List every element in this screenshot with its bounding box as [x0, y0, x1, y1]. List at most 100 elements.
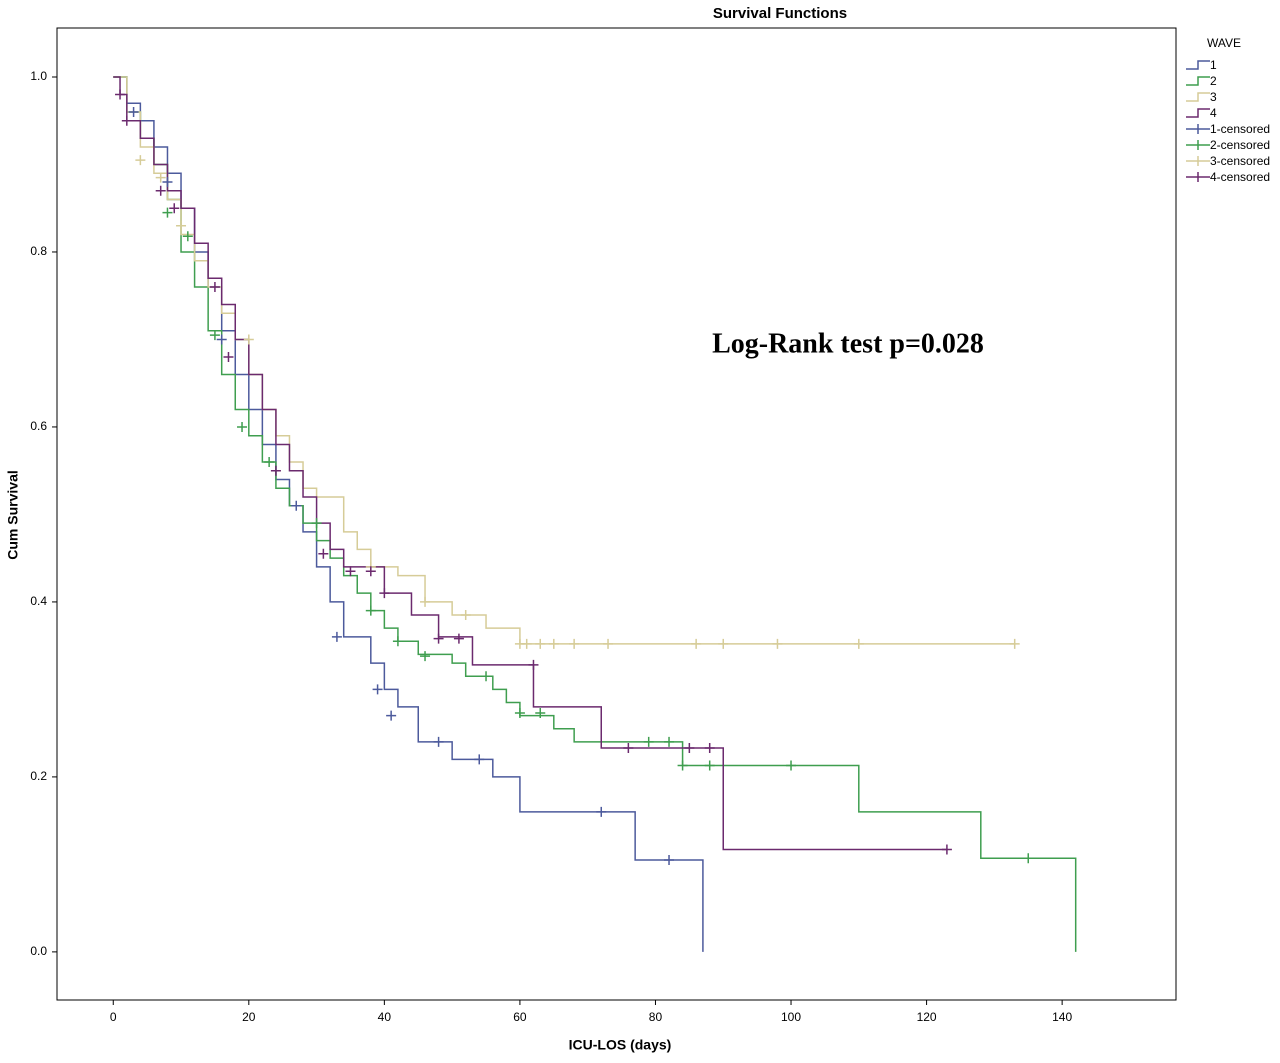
censor-mark: [521, 638, 532, 649]
x-tick-label: 140: [1052, 1010, 1072, 1024]
legend-label: 3-censored: [1210, 154, 1270, 168]
censor-mark: [704, 743, 715, 754]
censor-mark: [243, 334, 254, 345]
censor-mark: [569, 638, 580, 649]
legend-swatch: [1186, 76, 1210, 86]
y-tick-label: 0.6: [30, 419, 47, 433]
censor-mark: [311, 518, 322, 529]
x-tick-label: 100: [781, 1010, 801, 1024]
censor-mark: [664, 855, 675, 866]
censor-mark: [155, 172, 166, 183]
legend-swatch: [1186, 92, 1210, 102]
censor-mark: [237, 421, 248, 432]
annotation: Log-Rank test p=0.028: [712, 328, 984, 359]
censor-mark: [535, 708, 546, 719]
censor-mark: [121, 115, 132, 126]
censor-mark: [176, 220, 187, 231]
censor-mark: [786, 760, 797, 771]
y-tick-label: 1.0: [30, 69, 47, 83]
censor-mark: [1023, 853, 1034, 864]
censor-mark: [318, 548, 329, 559]
survival-line: [113, 76, 1077, 952]
x-tick-label: 60: [513, 1010, 527, 1024]
censor-mark: [853, 638, 864, 649]
legend-swatch: [1186, 124, 1210, 134]
legend-label: 2-censored: [1210, 138, 1270, 152]
survival-line: [113, 76, 704, 952]
censor-mark: [392, 636, 403, 647]
censor-mark: [135, 155, 146, 166]
y-axis-label: Cum Survival: [5, 470, 21, 559]
censor-mark: [345, 566, 356, 577]
y-tick-label: 0.0: [30, 944, 47, 958]
legend-title: WAVE: [1207, 36, 1241, 50]
censor-mark: [155, 185, 166, 196]
censor-mark: [684, 743, 695, 754]
censor-mark: [169, 203, 180, 214]
chart-title: Survival Functions: [713, 5, 847, 22]
censor-mark: [115, 89, 126, 100]
censor-mark: [365, 566, 376, 577]
censor-mark: [772, 638, 783, 649]
censor-mark: [264, 456, 275, 467]
legend-swatch: [1186, 108, 1210, 118]
censor-mark: [386, 710, 397, 721]
legend-swatch: [1186, 156, 1210, 166]
censor-mark: [528, 659, 539, 670]
survival-line: [113, 76, 947, 851]
censor-mark: [420, 651, 431, 662]
legend-label: 2: [1210, 74, 1217, 88]
legend-label: 3: [1210, 90, 1217, 104]
censor-mark: [664, 736, 675, 747]
censor-mark: [372, 684, 383, 695]
censor-mark: [209, 281, 220, 292]
censor-mark: [162, 207, 173, 218]
censor-mark: [365, 605, 376, 616]
legend-swatch: [1186, 172, 1210, 182]
censor-mark: [596, 806, 607, 817]
censor-mark: [331, 631, 342, 642]
legend-swatch: [1186, 140, 1210, 150]
x-tick-label: 40: [378, 1010, 392, 1024]
legend-label: 1: [1210, 58, 1217, 72]
censor-mark: [433, 736, 444, 747]
censor-mark: [677, 760, 688, 771]
censor-mark: [481, 671, 492, 682]
censor-mark: [548, 638, 559, 649]
censor-mark: [941, 844, 952, 855]
censor-mark: [433, 633, 444, 644]
censor-mark: [603, 638, 614, 649]
legend-label: 4: [1210, 106, 1217, 120]
x-tick-label: 80: [649, 1010, 663, 1024]
censor-mark: [379, 588, 390, 599]
x-axis-label: ICU-LOS (days): [569, 1037, 672, 1053]
censor-mark: [1009, 638, 1020, 649]
censor-mark: [270, 465, 281, 476]
censor-mark: [535, 638, 546, 649]
censor-mark: [623, 743, 634, 754]
censor-mark: [514, 708, 525, 719]
censor-mark: [128, 106, 139, 117]
legend-swatch: [1186, 60, 1210, 70]
x-tick-label: 120: [917, 1010, 937, 1024]
censor-mark: [453, 633, 464, 644]
censor-mark: [162, 176, 173, 187]
y-tick-label: 0.8: [30, 244, 47, 258]
x-tick-label: 0: [110, 1010, 117, 1024]
censor-mark: [291, 500, 302, 511]
censor-mark: [223, 351, 234, 362]
censor-mark: [182, 231, 193, 242]
censor-mark: [691, 638, 702, 649]
censor-mark: [704, 760, 715, 771]
censor-mark: [474, 754, 485, 765]
censor-mark: [643, 736, 654, 747]
x-tick-label: 20: [242, 1010, 256, 1024]
legend-label: 4-censored: [1210, 170, 1270, 184]
legend-label: 1-censored: [1210, 122, 1270, 136]
censor-mark: [209, 330, 220, 341]
y-tick-label: 0.2: [30, 769, 47, 783]
y-tick-label: 0.4: [30, 594, 47, 608]
censor-mark: [718, 638, 729, 649]
censor-mark: [460, 610, 471, 621]
